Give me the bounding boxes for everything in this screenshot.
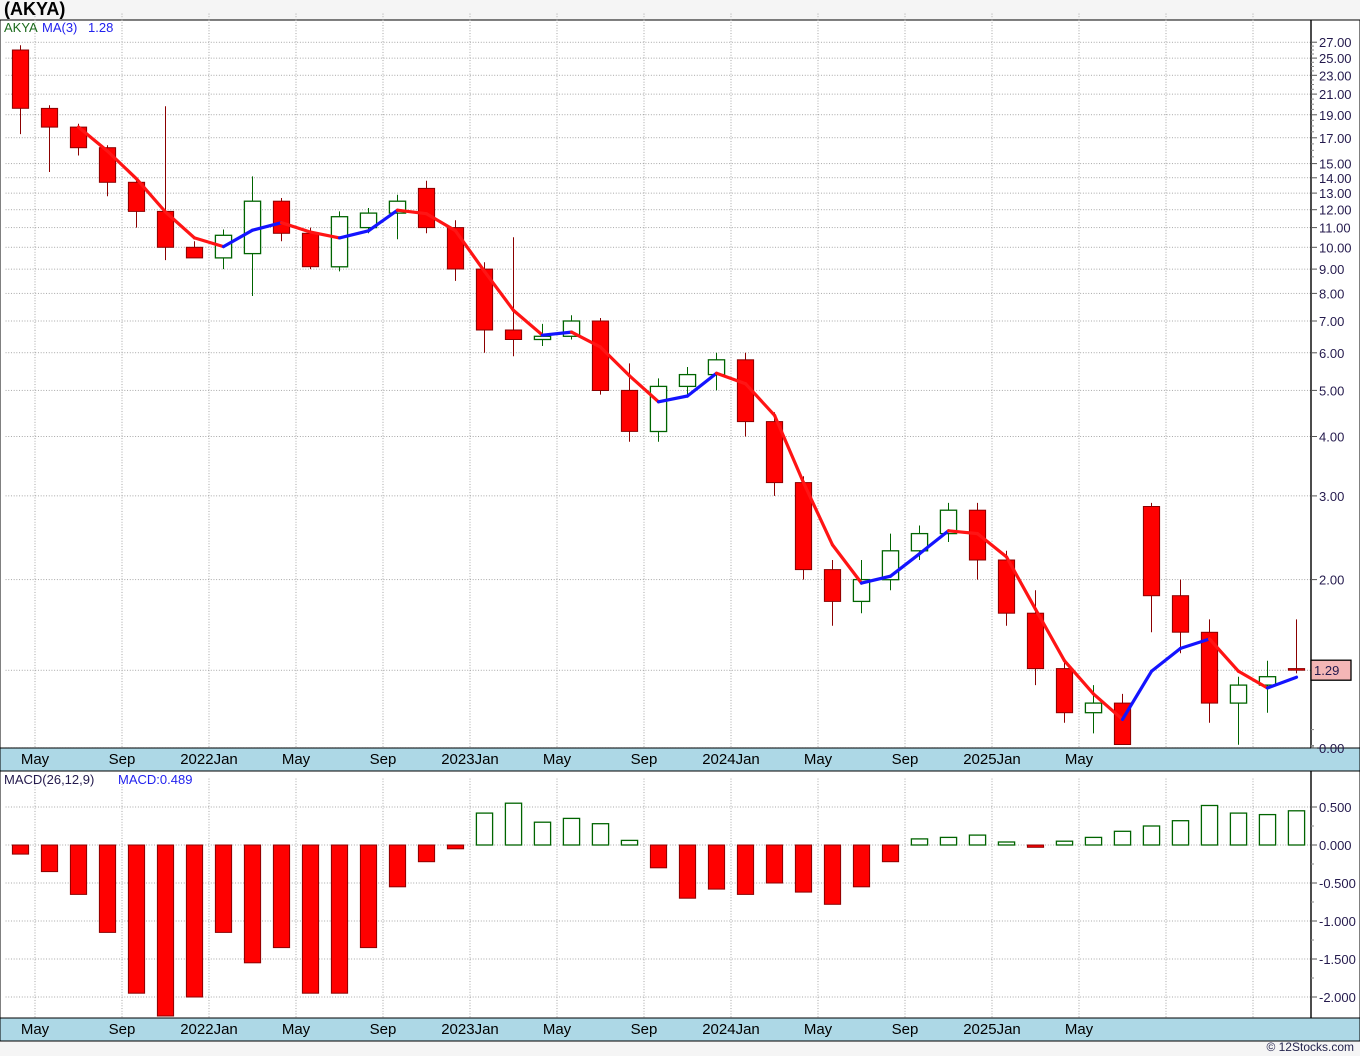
svg-text:MA(3): MA(3) xyxy=(42,20,77,35)
svg-text:5.00: 5.00 xyxy=(1319,383,1344,398)
svg-text:10.00: 10.00 xyxy=(1319,240,1352,255)
svg-text:-1.500: -1.500 xyxy=(1319,952,1356,967)
svg-text:MACD:0.489: MACD:0.489 xyxy=(118,772,192,787)
svg-text:-0.500: -0.500 xyxy=(1319,876,1356,891)
svg-text:4.00: 4.00 xyxy=(1319,430,1344,445)
svg-text:27.00: 27.00 xyxy=(1319,35,1352,50)
svg-text:Sep: Sep xyxy=(892,1021,919,1038)
svg-text:May: May xyxy=(1065,751,1094,768)
svg-text:May: May xyxy=(282,751,311,768)
svg-text:11.00: 11.00 xyxy=(1319,221,1351,236)
svg-text:Sep: Sep xyxy=(631,1021,658,1038)
svg-text:21.00: 21.00 xyxy=(1319,87,1352,102)
svg-text:2025Jan: 2025Jan xyxy=(963,751,1021,768)
svg-text:0.000: 0.000 xyxy=(1319,838,1352,853)
svg-text:23.00: 23.00 xyxy=(1319,68,1352,83)
svg-text:May: May xyxy=(21,1021,50,1038)
svg-text:MACD(26,12,9): MACD(26,12,9) xyxy=(4,772,94,787)
svg-text:Sep: Sep xyxy=(109,1021,136,1038)
svg-text:2023Jan: 2023Jan xyxy=(441,1021,499,1038)
svg-text:(AKYA): (AKYA) xyxy=(4,0,65,19)
svg-text:3.00: 3.00 xyxy=(1319,489,1344,504)
svg-text:May: May xyxy=(804,751,833,768)
svg-text:-2.000: -2.000 xyxy=(1319,990,1356,1005)
svg-text:6.00: 6.00 xyxy=(1319,346,1344,361)
svg-text:14.00: 14.00 xyxy=(1319,171,1352,186)
svg-text:19.00: 19.00 xyxy=(1319,108,1352,123)
svg-text:May: May xyxy=(804,1021,833,1038)
svg-text:May: May xyxy=(543,751,572,768)
svg-text:12.00: 12.00 xyxy=(1319,203,1352,218)
svg-text:15.00: 15.00 xyxy=(1319,157,1352,172)
svg-text:© 12Stocks.com: © 12Stocks.com xyxy=(1266,1040,1354,1054)
svg-text:1.28: 1.28 xyxy=(88,20,113,35)
svg-text:2.00: 2.00 xyxy=(1319,573,1344,588)
svg-text:2024Jan: 2024Jan xyxy=(702,751,760,768)
svg-text:17.00: 17.00 xyxy=(1319,131,1352,146)
svg-text:7.00: 7.00 xyxy=(1319,314,1344,329)
svg-text:2022Jan: 2022Jan xyxy=(180,751,238,768)
svg-text:Sep: Sep xyxy=(370,751,397,768)
svg-text:1.29: 1.29 xyxy=(1314,663,1339,678)
svg-text:Sep: Sep xyxy=(109,751,136,768)
svg-text:0.500: 0.500 xyxy=(1319,800,1352,815)
svg-text:May: May xyxy=(282,1021,311,1038)
svg-text:Sep: Sep xyxy=(892,751,919,768)
svg-text:25.00: 25.00 xyxy=(1319,51,1352,66)
svg-text:May: May xyxy=(1065,1021,1094,1038)
svg-text:2022Jan: 2022Jan xyxy=(180,1021,238,1038)
svg-text:Sep: Sep xyxy=(370,1021,397,1038)
svg-text:2025Jan: 2025Jan xyxy=(963,1021,1021,1038)
svg-text:AKYA: AKYA xyxy=(4,20,38,35)
svg-text:2023Jan: 2023Jan xyxy=(441,751,499,768)
svg-text:May: May xyxy=(21,751,50,768)
svg-text:8.00: 8.00 xyxy=(1319,286,1344,301)
svg-text:May: May xyxy=(543,1021,572,1038)
svg-text:9.00: 9.00 xyxy=(1319,262,1344,277)
svg-text:13.00: 13.00 xyxy=(1319,186,1352,201)
svg-text:0.00: 0.00 xyxy=(1319,741,1344,756)
svg-text:2024Jan: 2024Jan xyxy=(702,1021,760,1038)
svg-text:-1.000: -1.000 xyxy=(1319,914,1356,929)
svg-text:Sep: Sep xyxy=(631,751,658,768)
